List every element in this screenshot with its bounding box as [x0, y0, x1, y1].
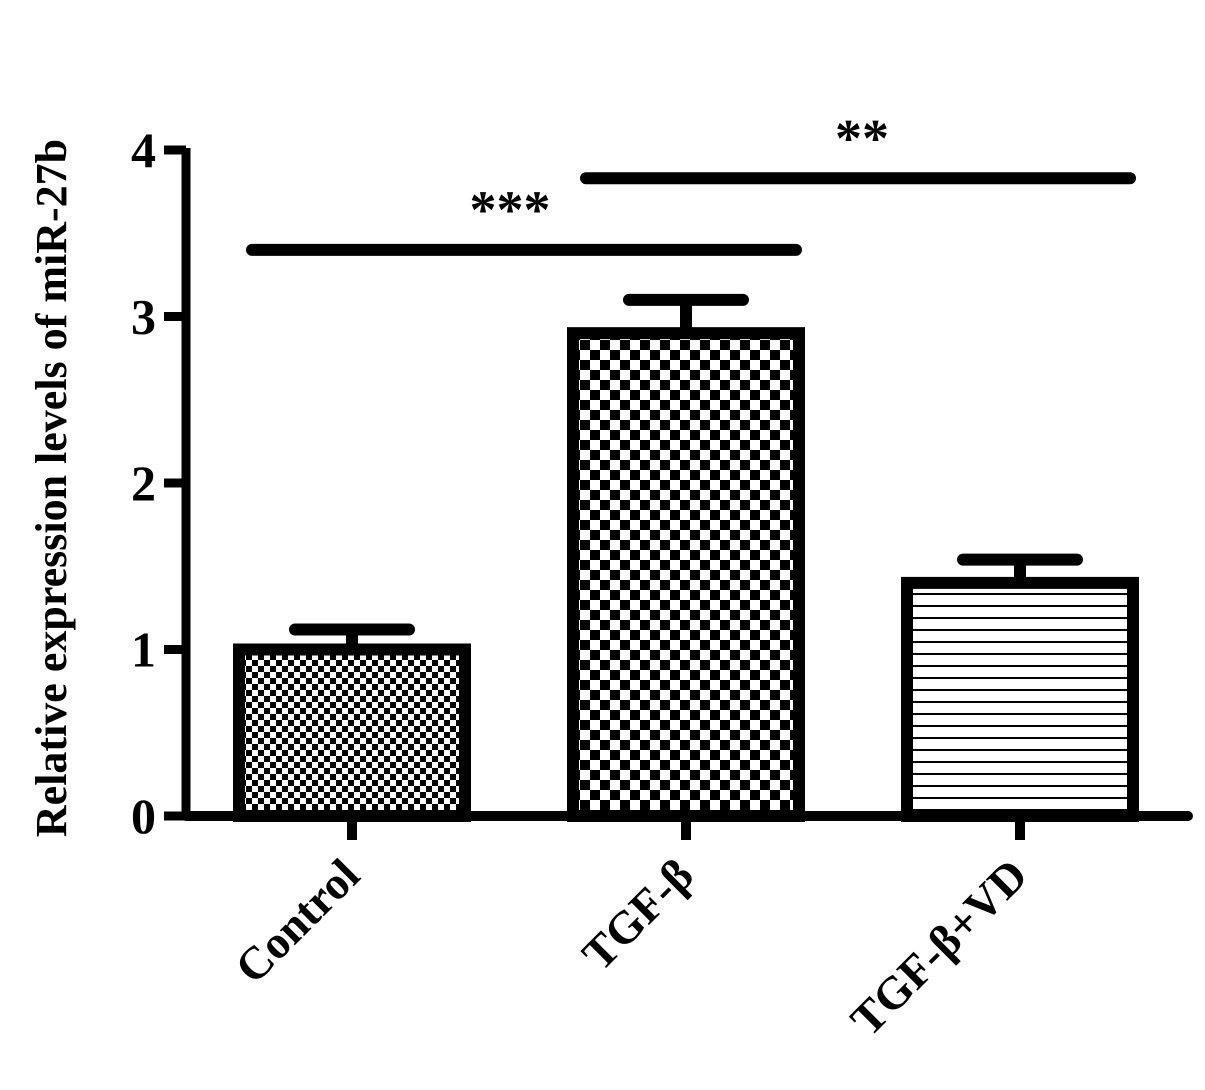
significance-label: ***: [470, 180, 551, 240]
x-tick-label: TGF-β+VD: [841, 849, 1037, 1045]
x-tick-label: Control: [225, 849, 369, 993]
bar: [901, 576, 1139, 823]
y-tick-label: 0: [131, 788, 156, 844]
significance-markers: *****: [246, 108, 1136, 256]
x-tick-labels: Control TGF-β TGF-β+VD: [225, 816, 1037, 1045]
bar: [567, 327, 805, 822]
y-tick-label: 3: [131, 289, 156, 345]
y-ticks: 0 1 2 3 4: [131, 122, 186, 844]
significance-label: **: [835, 108, 889, 168]
y-axis-label: Relative expression levels of miR-27b: [27, 139, 76, 837]
y-tick-label: 4: [131, 122, 156, 178]
bar: [233, 643, 471, 822]
y-tick-label: 2: [131, 455, 156, 511]
x-tick-label: TGF-β: [572, 849, 703, 980]
y-tick-label: 1: [131, 622, 156, 678]
bars: [233, 293, 1139, 823]
